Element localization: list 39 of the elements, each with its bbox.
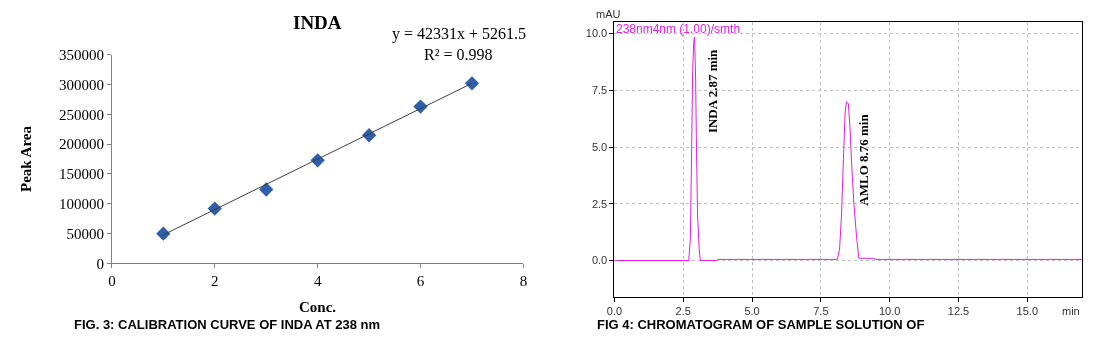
x-tick-label: 0.0: [606, 305, 623, 318]
x-tick-label: 10.0: [878, 305, 901, 318]
line-series: [614, 36, 1083, 262]
x-axis-title: Conc.: [299, 299, 337, 315]
y-tick-label: 7.5: [591, 84, 608, 97]
y-tick-label: 100000: [58, 196, 104, 213]
y-tick-label: 250000: [58, 106, 104, 123]
x-tick-label: 2.5: [675, 305, 691, 318]
x-tick-label: 6: [416, 273, 425, 290]
x-tick-label: 7.5: [813, 305, 829, 318]
series-label: 238nm4nm (1.00)/smth: [616, 22, 741, 36]
y-axis-title: Peak Area: [17, 125, 34, 192]
y-axis-title: mAU: [596, 8, 621, 20]
y-tick-label: 10.0: [585, 27, 608, 40]
text: y = 42331x + 5261.5: [392, 25, 527, 43]
x-tick-label: 8: [519, 273, 528, 290]
y-tick-label: 50000: [66, 225, 104, 242]
annotation: R² = 0.998: [424, 46, 493, 63]
x-tick-label: 2: [211, 273, 219, 290]
chart-title: INDA: [293, 12, 342, 33]
caption: FIG 4: CHROMATOGRAM OF SAMPLE SOLUTION OF: [597, 317, 925, 332]
y-tick-label: 300000: [58, 76, 104, 93]
y-tick-label: 5.0: [591, 140, 608, 153]
caption: FIG. 3: CALIBRATION CURVE OF INDA AT 238 nm: [74, 317, 381, 332]
x-tick-label: 15.0: [1016, 305, 1039, 318]
x-tick-label: 4: [313, 273, 322, 290]
x-axis-title: min: [1062, 305, 1080, 317]
y-tick-label: 200000: [58, 136, 104, 153]
y-tick-label: 350000: [58, 46, 104, 63]
point: [156, 226, 171, 241]
y-tick-label: 150000: [58, 166, 104, 183]
x-tick-label: 0: [108, 273, 116, 290]
annotation: INDA 2.87 min: [704, 48, 720, 134]
y-tick-label: 0: [96, 255, 104, 272]
y-tick-label: 2.5: [591, 197, 608, 210]
y-tick-label: 0.0: [591, 254, 608, 267]
x-tick-label: 5.0: [744, 305, 760, 318]
x-tick-label: 12.5: [947, 305, 970, 318]
annotation: AMLO 8.76 min: [856, 113, 872, 206]
